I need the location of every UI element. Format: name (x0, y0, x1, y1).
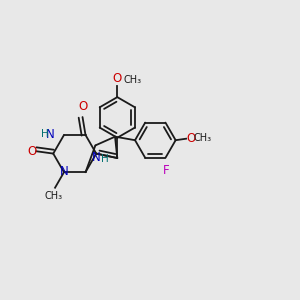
Text: H: H (41, 129, 49, 139)
Text: F: F (163, 164, 169, 177)
Text: N: N (60, 164, 69, 178)
Text: O: O (78, 100, 87, 113)
Text: CH₃: CH₃ (194, 134, 212, 143)
Text: O: O (187, 132, 196, 145)
Text: CH₃: CH₃ (123, 75, 141, 85)
Text: N: N (92, 151, 100, 164)
Text: CH₃: CH₃ (45, 191, 63, 201)
Text: N: N (46, 128, 55, 141)
Text: H: H (101, 154, 109, 164)
Text: O: O (27, 145, 36, 158)
Text: O: O (113, 73, 122, 85)
